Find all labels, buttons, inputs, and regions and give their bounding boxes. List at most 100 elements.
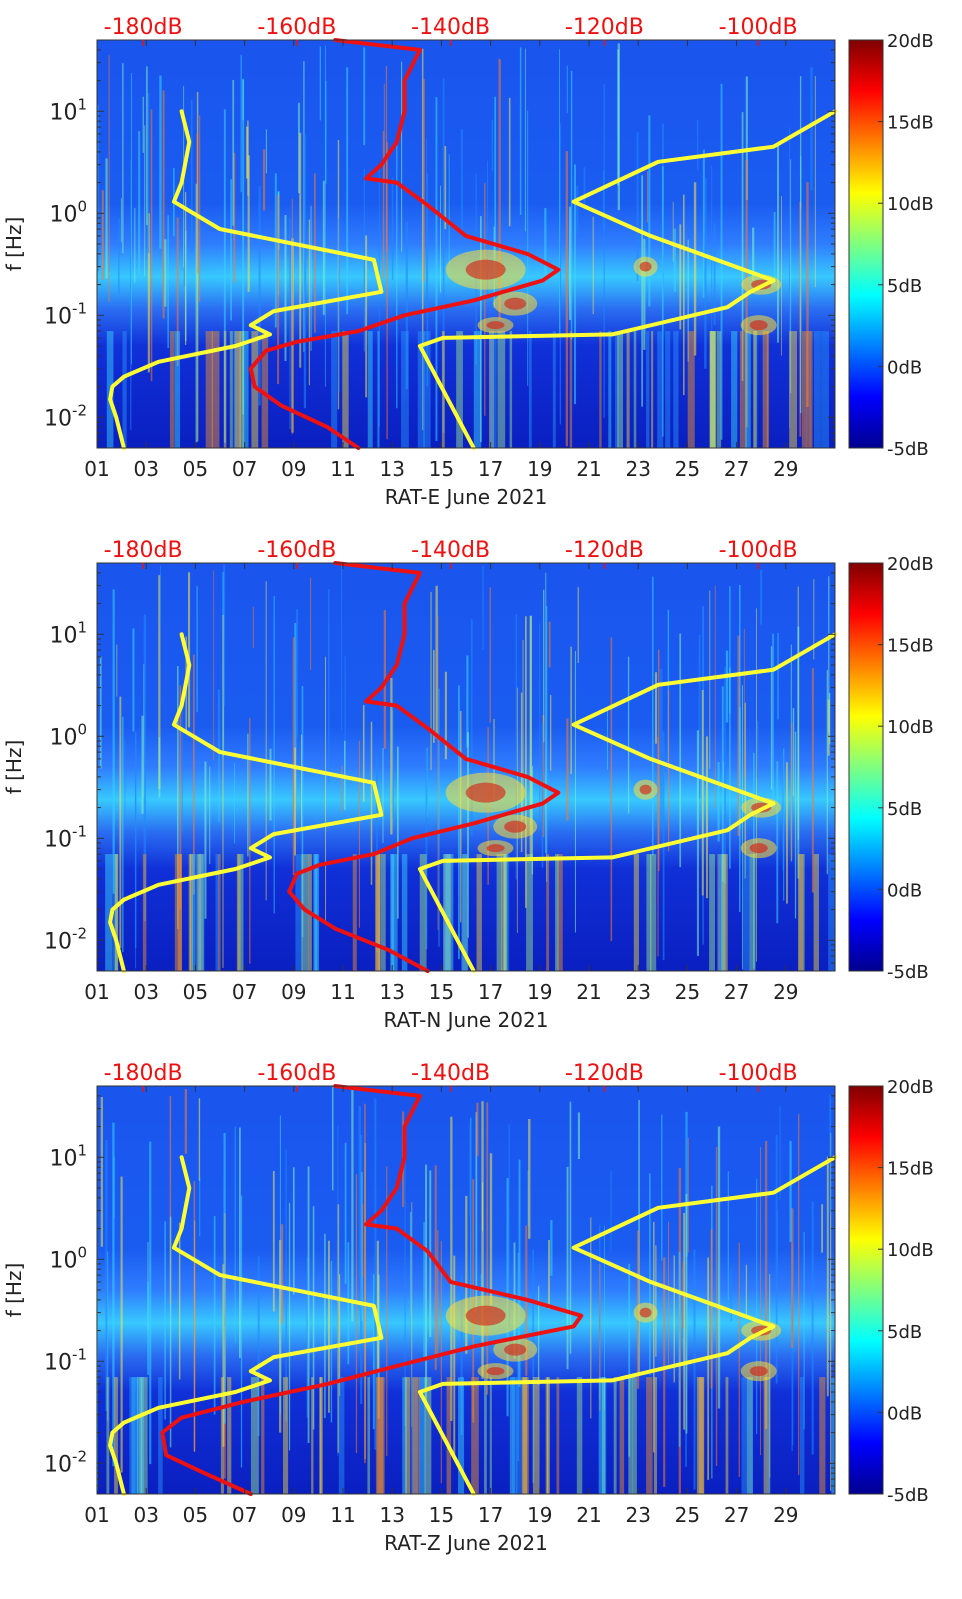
- spectrogram-lowfreq-band: [717, 854, 723, 971]
- x-tick-label: 27: [724, 980, 749, 1004]
- spectrogram-lowfreq-band: [599, 331, 602, 448]
- top-axis-label: -140dB: [411, 1061, 490, 1086]
- series-red-median-psd: [248, 38, 561, 450]
- y-tick-label: 10-1: [44, 1345, 87, 1375]
- spectrogram-lowfreq-band: [188, 854, 192, 971]
- spectrogram-energy-core: [749, 843, 768, 854]
- spectrogram-lowfreq-band: [753, 331, 756, 448]
- colorbar-tick-label: -5dB: [887, 962, 929, 983]
- y-axis-label: f [Hz]: [2, 740, 26, 795]
- spectrogram-lowfreq-band: [552, 331, 556, 448]
- y-tick-label: 101: [49, 618, 87, 648]
- spectrogram-energy-core: [504, 820, 527, 833]
- spectrogram-lowfreq-band: [380, 854, 386, 971]
- top-axis-label: -100dB: [719, 15, 798, 40]
- x-tick-label: 13: [379, 980, 404, 1004]
- spectrogram-lowfreq-band: [198, 854, 205, 971]
- spectrogram-lowfreq-band: [633, 854, 639, 971]
- spectrogram-lowfreq-band: [242, 331, 249, 448]
- spectrogram-lowfreq-band: [646, 331, 650, 448]
- spectrogram-lowfreq-band: [174, 331, 181, 448]
- spectrogram-lowfreq-band: [526, 854, 533, 971]
- spectrogram-lowfreq-band: [261, 1377, 265, 1494]
- spectrogram-lowfreq-band: [745, 331, 751, 448]
- x-tick-label: 07: [232, 1503, 257, 1527]
- panel-rat-e: 01 03 05 07 09 11 13 15 17 19 21 23 25 27 29 10-2 10-1 10…: [2, 15, 934, 509]
- spectrogram-lowfreq-band: [443, 854, 451, 971]
- spectrogram-lowfreq-band: [754, 331, 758, 448]
- spectrogram-lowfreq-band: [501, 854, 507, 971]
- spectrogram-lowfreq-band: [613, 1377, 617, 1494]
- spectrogram-energy-core: [465, 1305, 506, 1326]
- spectrogram-lowfreq-band: [651, 331, 654, 448]
- spectrogram-lowfreq-band: [503, 854, 508, 971]
- spectrogram-energy-core: [486, 321, 505, 330]
- y-tick-label: 10-2: [44, 401, 87, 431]
- y-tick-label: 10-2: [44, 1447, 87, 1477]
- spectrogram-lowfreq-band: [139, 1377, 142, 1494]
- spectrogram-lowfreq-band: [235, 331, 242, 448]
- y-tick-label: 101: [49, 1141, 87, 1171]
- x-tick-label: 07: [232, 457, 257, 481]
- spectrogram-lowfreq-band: [295, 854, 303, 971]
- spectrogram-lowfreq-band: [261, 331, 269, 448]
- spectrogram-lowfreq-band: [813, 331, 821, 448]
- spectrogram-energy-core: [465, 259, 506, 280]
- colorbar: [848, 39, 884, 449]
- spectrogram-lowfreq-band: [205, 331, 213, 448]
- spectrogram-lowfreq-band: [608, 331, 612, 448]
- spectrogram-lowfreq-band: [319, 1377, 323, 1494]
- colorbar-tick-label: 0dB: [887, 880, 922, 901]
- spectrogram-lowfreq-band: [798, 854, 804, 971]
- spectrogram-energy-core: [639, 261, 652, 272]
- spectrogram-lowfreq-band: [522, 1377, 529, 1494]
- spectrogram-lowfreq-band: [391, 854, 398, 971]
- x-tick-label: 23: [625, 1503, 650, 1527]
- spectrogram-lowfreq-band: [653, 1377, 658, 1494]
- x-tick-label: 05: [183, 457, 208, 481]
- colorbar-tick-label: 15dB: [887, 636, 934, 657]
- spectrogram-lowfreq-band: [821, 331, 829, 448]
- spectrogram-lowfreq-band: [799, 1377, 805, 1494]
- spectrogram-lowfreq-band: [169, 331, 175, 448]
- spectrogram-background: [97, 563, 835, 971]
- x-tick-label: 17: [478, 980, 503, 1004]
- colorbar-tick-label: 5dB: [887, 1322, 922, 1343]
- colorbar-tick-label: 20dB: [887, 1077, 934, 1098]
- x-tick-label: 25: [675, 457, 700, 481]
- colorbar: [848, 1085, 884, 1495]
- series-yellow-noise-model-low: [108, 632, 384, 973]
- spectrogram-lowfreq-band: [717, 854, 720, 971]
- spectrogram-lowfreq-band: [239, 331, 245, 448]
- spectrogram-lowfreq-band: [763, 1377, 771, 1494]
- colorbar-tick-label: 10dB: [887, 717, 934, 738]
- spectrogram-lowfreq-band: [405, 1377, 411, 1494]
- x-axis-label: RAT-Z June 2021: [384, 1531, 548, 1555]
- spectrogram-lowfreq-band: [411, 1377, 418, 1494]
- x-tick-label: 25: [675, 980, 700, 1004]
- colorbar-tick-label: 5dB: [887, 276, 922, 297]
- colorbar-tick-label: -5dB: [887, 1485, 929, 1506]
- spectrogram-lowfreq-band: [319, 1377, 322, 1494]
- x-tick-label: 19: [527, 980, 552, 1004]
- spectrogram-lowfreq-band: [598, 1377, 607, 1494]
- x-tick-label: 21: [576, 457, 601, 481]
- spectrogram-lowfreq-band: [197, 854, 204, 971]
- spectrogram-lowfreq-band: [218, 854, 221, 971]
- spectrogram-lowfreq-band: [250, 1377, 259, 1494]
- series-yellow-noise-model-low: [108, 109, 384, 450]
- spectrogram-lowfreq-band: [211, 331, 220, 448]
- spectrogram-energy-core: [486, 1367, 505, 1376]
- x-tick-label: 15: [429, 980, 454, 1004]
- colorbar-tick-label: 15dB: [887, 1159, 934, 1180]
- series-yellow-noise-model-high: [417, 632, 837, 973]
- spectrogram-lowfreq-band: [725, 1377, 729, 1494]
- spectrogram-lowfreq-band: [746, 1377, 753, 1494]
- spectrogram-lowfreq-band: [177, 854, 182, 971]
- spectrogram-lowfreq-band: [237, 854, 244, 971]
- y-axis-label: f [Hz]: [2, 1263, 26, 1318]
- spectrogram-lowfreq-band: [665, 331, 671, 448]
- x-tick-label: 25: [675, 1503, 700, 1527]
- spectrogram-lowfreq-band: [456, 331, 463, 448]
